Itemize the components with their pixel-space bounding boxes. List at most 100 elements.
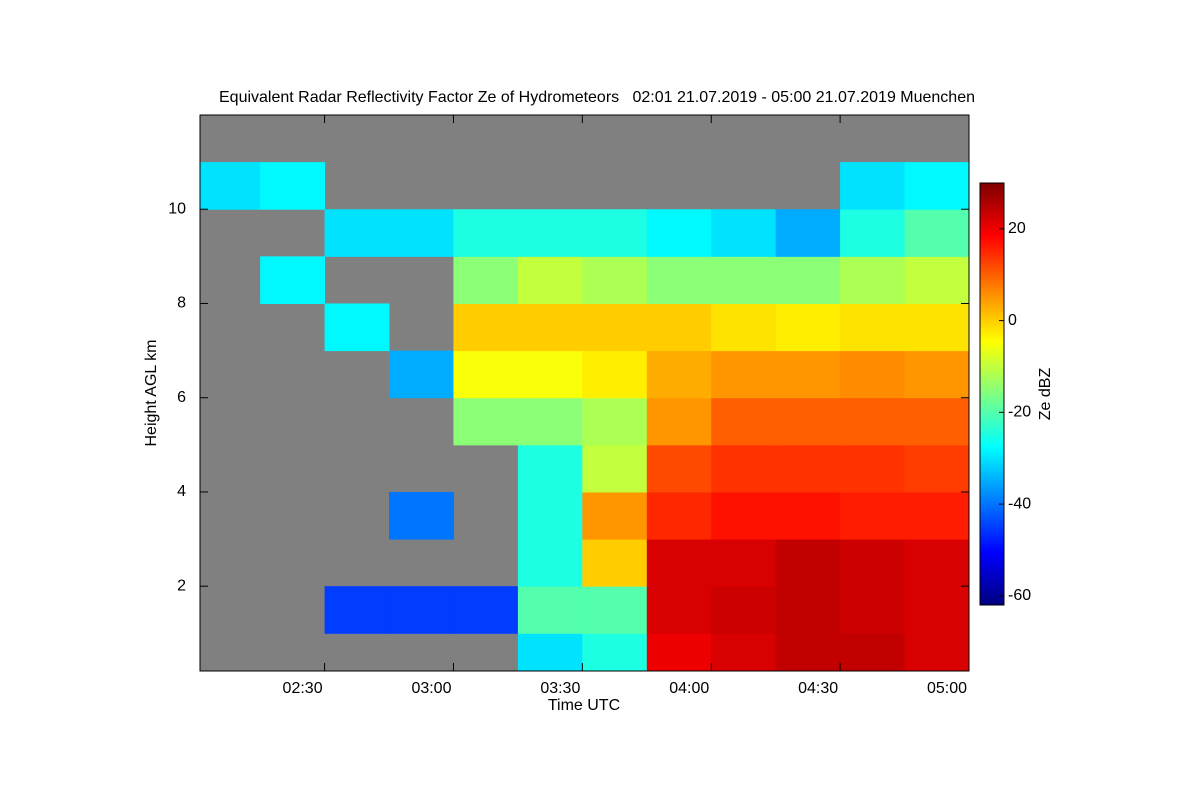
heatmap-cell [517,491,583,540]
heatmap-cell [389,209,454,257]
heatmap-cell [711,256,777,304]
heatmap-cell [582,350,648,399]
heatmap-cell [517,586,583,634]
heatmap-cell [904,586,970,634]
heatmap-cell [904,491,970,540]
plot-frame [199,114,970,672]
heatmap-cell [711,444,777,493]
heatmap-cell [389,586,454,634]
heatmap-cell [840,256,906,304]
heatmap-cell [646,633,712,672]
colorbar-label: Ze dBZ [1037,368,1054,421]
y-tick-label: 4 [177,483,186,500]
heatmap-cell [517,397,583,446]
heatmap-cell [904,539,970,587]
heatmap-cell [775,633,841,672]
heatmap-cell [582,491,648,540]
heatmap-cell [904,350,970,399]
y-tick-label: 6 [177,389,186,406]
heatmap-cell [775,491,841,540]
heatmap-cell [582,209,648,257]
y-tick-label: 10 [168,200,186,217]
heatmap-cell [582,444,648,493]
heatmap-cell [904,303,970,352]
heatmap-cell [389,350,454,399]
heatmap-cell [324,209,390,257]
heatmap-cell [904,633,970,672]
heatmap-cell [711,303,777,352]
heatmap-cell [582,539,648,587]
colorbar-tick-label: -20 [1008,404,1031,421]
heatmap-cell [582,303,648,352]
heatmap-cell [646,397,712,446]
heatmap-cell [582,633,648,672]
colorbar-tick-label: 20 [1008,220,1026,237]
heatmap-cell [840,491,906,540]
heatmap-cell [260,256,326,304]
heatmap-cell [517,633,583,672]
heatmap-cell [904,444,970,493]
heatmap-cell [840,444,906,493]
heatmap-cell [582,586,648,634]
heatmap-cell [904,256,970,304]
y-axis-label: Height AGL km [143,339,160,446]
heatmap-cell [775,397,841,446]
heatmap-cell [453,256,519,304]
heatmap-cell [582,397,648,446]
heatmap-cell [260,162,326,210]
heatmap-cell [646,350,712,399]
heatmap-cell [904,162,970,210]
heatmap-cell [517,256,583,304]
heatmap-cell [646,303,712,352]
heatmap-cell [646,586,712,634]
heatmap-cell [775,539,841,587]
heatmap-cell [904,397,970,446]
x-tick-label: 04:00 [669,680,709,697]
x-tick-label: 02:30 [283,680,323,697]
heatmap-cell [646,444,712,493]
heatmap-cell [840,539,906,587]
heatmap-cell [453,350,519,399]
colorbar-tick-label: -60 [1008,587,1031,604]
colorbar-tick-label: 0 [1008,312,1017,329]
heatmap-cell [646,539,712,587]
heatmap-cell [775,303,841,352]
heatmap-cell [711,209,777,257]
heatmap-cell [711,350,777,399]
x-tick-label: 04:30 [798,680,838,697]
heatmap-cell [840,350,906,399]
heatmap-cell [646,491,712,540]
x-tick-label: 03:30 [540,680,580,697]
heatmap-cell [453,209,519,257]
heatmap-cell [453,586,519,634]
heatmap-cell [775,586,841,634]
heatmap-cell [646,209,712,257]
heatmap-cell [775,444,841,493]
chart-title: Equivalent Radar Reflectivity Factor Ze … [219,89,975,106]
heatmap-cell [775,209,841,257]
colorbar [979,182,1005,606]
heatmap-cell [517,350,583,399]
heatmap-cell [840,633,906,672]
heatmap-cell [389,491,454,540]
heatmap-cell [324,586,390,634]
heatmap-cell [200,162,261,210]
heatmap-cell [582,256,648,304]
heatmap-cell [840,586,906,634]
heatmap-cell [840,397,906,446]
heatmap-cell [775,350,841,399]
heatmap-cell [711,539,777,587]
heatmap-cell [711,491,777,540]
colorbar-tick-label: -40 [1008,495,1031,512]
x-tick-label: 05:00 [927,680,967,697]
heatmap-cell [324,303,390,352]
heatmap-cell [453,303,519,352]
heatmap-cell [711,397,777,446]
y-tick-label: 2 [177,577,186,594]
heatmap-cell [840,303,906,352]
heatmap-cell [453,397,519,446]
heatmap-cell [711,586,777,634]
heatmap-cell [840,162,906,210]
heatmap-cell [517,303,583,352]
heatmap-cell [904,209,970,257]
